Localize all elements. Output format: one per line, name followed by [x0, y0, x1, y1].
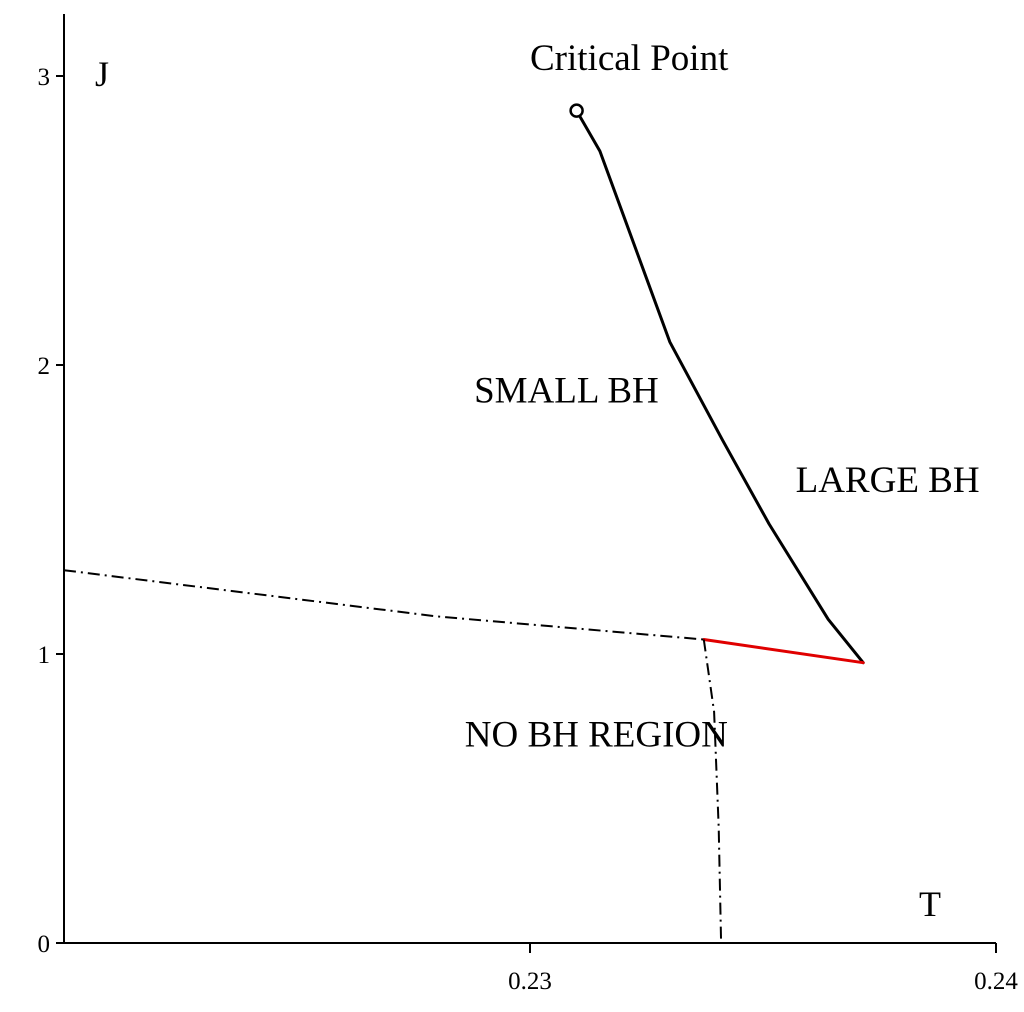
y-tick-label: 0 [38, 931, 51, 958]
series-line-0 [575, 109, 865, 665]
y-tick-label: 1 [38, 642, 51, 669]
small-bh-label: SMALL BH [474, 371, 659, 412]
y-axis-label: J [95, 54, 109, 94]
series-line-3 [702, 639, 723, 944]
critical-point-marker [569, 103, 584, 118]
y-tick-label: 3 [38, 64, 51, 91]
y-tick-label: 2 [38, 353, 51, 380]
x-tick-label: 0.24 [974, 968, 1018, 995]
series-layer [63, 109, 865, 944]
large-bh-label: LARGE BH [796, 460, 980, 501]
label-layer: J T Critical Point SMALL BH LARGE BH NO BH … [95, 38, 980, 924]
series-line-1 [702, 638, 865, 665]
no-bh-region-label: NO BH REGION [465, 714, 728, 755]
critical-point-label: Critical Point [530, 38, 729, 79]
series-line-2 [63, 569, 704, 641]
ticks: 0 1 2 3 0.23 0.24 [38, 64, 1019, 995]
marker-layer [569, 103, 584, 118]
x-axis-label: T [919, 884, 941, 924]
x-tick-label: 0.23 [508, 968, 552, 995]
